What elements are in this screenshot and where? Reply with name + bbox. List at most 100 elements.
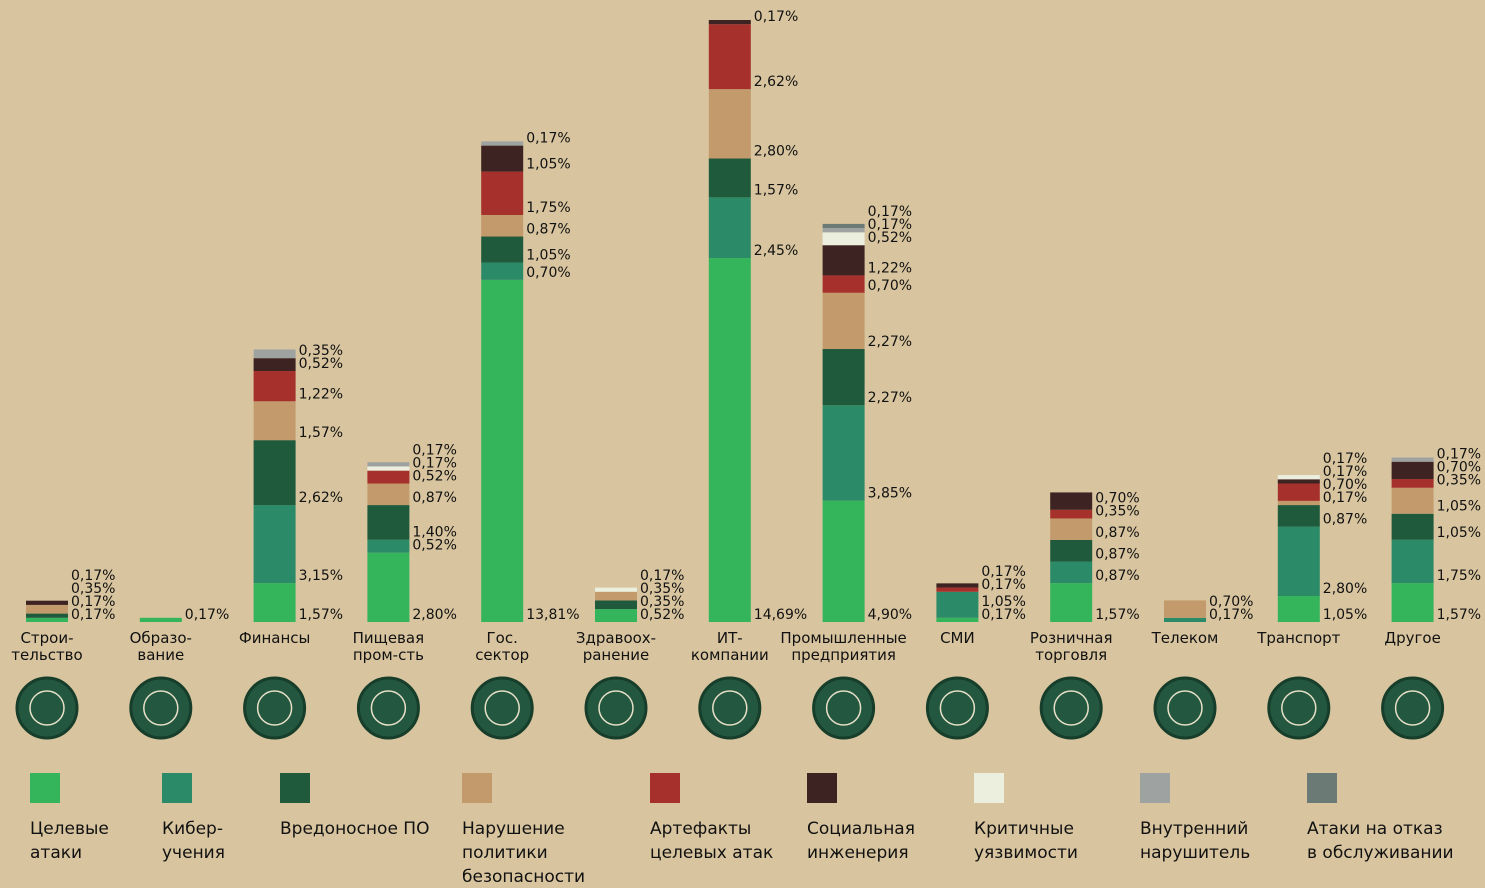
bar-segment — [1277, 500, 1320, 506]
category-label: ИТ- компании — [690, 629, 769, 664]
legend-swatch — [30, 773, 60, 803]
seal-icon — [129, 676, 193, 740]
legend-swatch — [650, 773, 680, 803]
value-label: 1,05% — [1323, 607, 1367, 623]
bar-segment — [822, 228, 865, 233]
bar-segment — [1050, 539, 1093, 562]
value-label: 0,17% — [1437, 447, 1481, 463]
value-label: 0,35% — [640, 581, 684, 597]
seal-inner — [939, 690, 976, 726]
bar-segment — [26, 600, 68, 605]
value-label: 0,17% — [1209, 607, 1253, 623]
seal-inner — [825, 690, 862, 726]
bar-segment — [481, 171, 524, 215]
bar-segment — [367, 470, 410, 484]
value-label: 0,17% — [526, 131, 570, 147]
value-label: 0,87% — [526, 222, 570, 238]
value-label: 1,75% — [526, 200, 570, 216]
bar-segment — [595, 609, 637, 622]
seal-icon — [15, 676, 79, 740]
value-label: 1,22% — [868, 260, 912, 276]
category-label: Пищевая пром-сть — [352, 629, 425, 664]
legend-label: Кибер-учения — [162, 819, 225, 863]
value-label: 0,17% — [868, 204, 912, 220]
bar-segment — [595, 587, 637, 592]
bar-segment — [1277, 505, 1320, 527]
value-label: 0,17% — [71, 607, 115, 623]
value-label: 0,35% — [1437, 473, 1481, 489]
value-label: 0,70% — [526, 265, 570, 281]
value-label: 0,70% — [1437, 460, 1481, 476]
bar-segment — [1391, 479, 1434, 488]
legend-label: Критичные уязвимости — [974, 819, 1078, 863]
value-label: 0,17% — [185, 607, 229, 623]
bar-segment — [26, 613, 68, 618]
bar-segment — [822, 232, 865, 246]
value-label: 0,52% — [868, 230, 912, 246]
seal-inner — [598, 690, 634, 726]
value-label: 2,27% — [868, 334, 912, 350]
seal-inner — [256, 690, 293, 726]
bar-segment — [1050, 561, 1093, 584]
bar-segment — [708, 24, 751, 90]
bar-segment — [26, 617, 68, 622]
bar-segment — [367, 539, 410, 553]
seal-icon — [1039, 676, 1103, 740]
bar-segment — [1391, 539, 1434, 584]
bar-segment — [253, 440, 296, 506]
category-label: Розничная торговля — [1029, 629, 1113, 664]
seal-icon — [812, 676, 876, 740]
value-label: 0,52% — [412, 469, 456, 485]
value-label: 1,75% — [1437, 568, 1481, 584]
bar-segment — [481, 236, 524, 263]
value-label: 0,17% — [981, 577, 1025, 593]
value-label: 1,57% — [299, 425, 343, 441]
value-label: 2,62% — [754, 74, 798, 90]
bar-segment — [936, 583, 979, 588]
bar-segment — [708, 258, 751, 622]
seal-icon — [584, 676, 648, 740]
seal-icon — [1267, 676, 1331, 740]
seal-inner — [143, 690, 179, 726]
seal-inner — [1394, 690, 1431, 726]
value-label: 0,35% — [640, 594, 684, 610]
value-label: 2,80% — [754, 143, 798, 159]
value-label: 4,90% — [868, 607, 912, 623]
bar-segment — [26, 604, 68, 614]
value-label: 1,40% — [412, 525, 456, 541]
bar-segment — [253, 583, 296, 622]
value-label: 0,52% — [640, 607, 684, 623]
bar-segment — [708, 197, 751, 259]
bar-segment — [936, 587, 979, 592]
value-label: 0,87% — [1095, 525, 1139, 541]
category-label: Телеком — [1151, 629, 1219, 647]
bar-segment — [1391, 461, 1434, 480]
value-label: 1,57% — [1095, 607, 1139, 623]
value-label: 1,05% — [526, 248, 570, 264]
bar-segment — [1050, 492, 1093, 510]
value-label: 0,52% — [299, 356, 343, 372]
bar-segment — [1277, 595, 1320, 622]
value-label: 0,17% — [640, 568, 684, 584]
value-label: 0,87% — [1095, 547, 1139, 563]
value-label: 0,17% — [754, 9, 798, 25]
value-label: 0,52% — [412, 538, 456, 554]
bar-segment — [822, 223, 865, 229]
value-label: 14,69% — [754, 607, 807, 623]
bar-segment — [1277, 483, 1320, 501]
value-label: 0,87% — [412, 490, 456, 506]
value-label: 0,17% — [981, 564, 1025, 580]
bar-segment — [481, 214, 524, 237]
seal-icon — [925, 676, 989, 740]
bar-segment — [1277, 475, 1320, 480]
value-label: 1,22% — [299, 386, 343, 402]
seal-icon — [698, 676, 762, 740]
value-label: 0,35% — [299, 343, 343, 359]
category-label: Другое — [1384, 629, 1441, 647]
value-label: 0,87% — [1323, 512, 1367, 528]
bar-segment — [253, 401, 296, 441]
seal-icon — [1153, 676, 1217, 740]
value-label: 0,17% — [412, 443, 456, 459]
category-label: Здравоох- ранение — [575, 629, 657, 664]
